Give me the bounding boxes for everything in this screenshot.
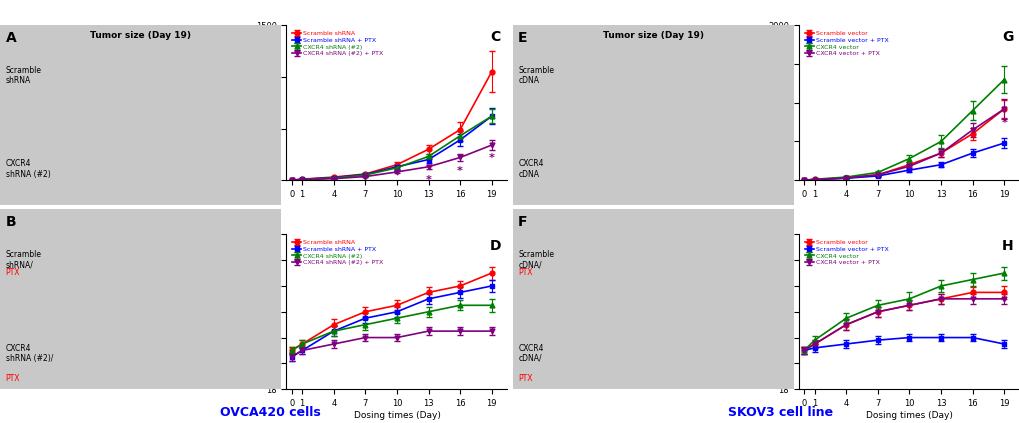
Text: CXCR4
shRNA (#2): CXCR4 shRNA (#2) xyxy=(6,159,50,179)
Text: *: * xyxy=(488,154,494,163)
Text: Scramble
shRNA/: Scramble shRNA/ xyxy=(6,250,42,269)
Text: PTX: PTX xyxy=(518,268,532,277)
Text: *: * xyxy=(1001,118,1006,128)
Legend: Scramble vector, Scramble vector + PTX, CXCR4 vector, CXCR4 vector + PTX: Scramble vector, Scramble vector + PTX, … xyxy=(801,28,891,59)
Y-axis label: Tumor growth
(mm²): Tumor growth (mm²) xyxy=(745,74,764,132)
Text: Scramble
cDNA: Scramble cDNA xyxy=(518,66,553,85)
Text: Scramble
cDNA/: Scramble cDNA/ xyxy=(518,250,553,269)
Text: A: A xyxy=(6,31,16,45)
Text: PTX: PTX xyxy=(6,268,20,277)
Text: C: C xyxy=(490,30,500,44)
Text: D: D xyxy=(489,239,500,253)
Text: CXCR4
cDNA: CXCR4 cDNA xyxy=(518,159,543,179)
Text: Tumor size (Day 19): Tumor size (Day 19) xyxy=(90,31,191,40)
Text: E: E xyxy=(518,31,527,45)
Text: B: B xyxy=(6,215,16,229)
Text: F: F xyxy=(518,215,527,229)
X-axis label: Dosing times (Day): Dosing times (Day) xyxy=(354,411,440,420)
Text: Tumor size (Day 19): Tumor size (Day 19) xyxy=(602,31,703,40)
Text: *: * xyxy=(425,175,431,185)
Y-axis label: Tumor growth
(mm²): Tumor growth (mm²) xyxy=(233,74,253,132)
Text: PTX: PTX xyxy=(6,374,20,383)
Legend: Scramble vector, Scramble vector + PTX, CXCR4 vector, CXCR4 vector + PTX: Scramble vector, Scramble vector + PTX, … xyxy=(801,237,891,268)
Text: Scramble
shRNA: Scramble shRNA xyxy=(6,66,42,85)
Text: SKOV3 cell line: SKOV3 cell line xyxy=(727,406,833,419)
Text: CXCR4
shRNA (#2)/: CXCR4 shRNA (#2)/ xyxy=(6,343,53,363)
Text: H: H xyxy=(1001,239,1012,253)
X-axis label: Dosing times (Day): Dosing times (Day) xyxy=(865,411,952,420)
Y-axis label: Body weight (g): Body weight (g) xyxy=(766,278,775,345)
Text: G: G xyxy=(1001,30,1012,44)
Legend: Scramble shRNA, Scramble shRNA + PTX, CXCR4 shRNA (#2), CXCR4 shRNA (#2) + PTX: Scramble shRNA, Scramble shRNA + PTX, CX… xyxy=(289,237,385,268)
Text: *: * xyxy=(457,166,463,176)
Legend: Scramble shRNA, Scramble shRNA + PTX, CXCR4 shRNA (#2), CXCR4 shRNA (#2) + PTX: Scramble shRNA, Scramble shRNA + PTX, CX… xyxy=(289,28,385,59)
Text: OVCA420 cells: OVCA420 cells xyxy=(220,406,320,419)
Text: CXCR4
cDNA/: CXCR4 cDNA/ xyxy=(518,343,543,363)
Y-axis label: Body weight (g): Body weight (g) xyxy=(254,278,263,345)
Text: PTX: PTX xyxy=(518,374,532,383)
